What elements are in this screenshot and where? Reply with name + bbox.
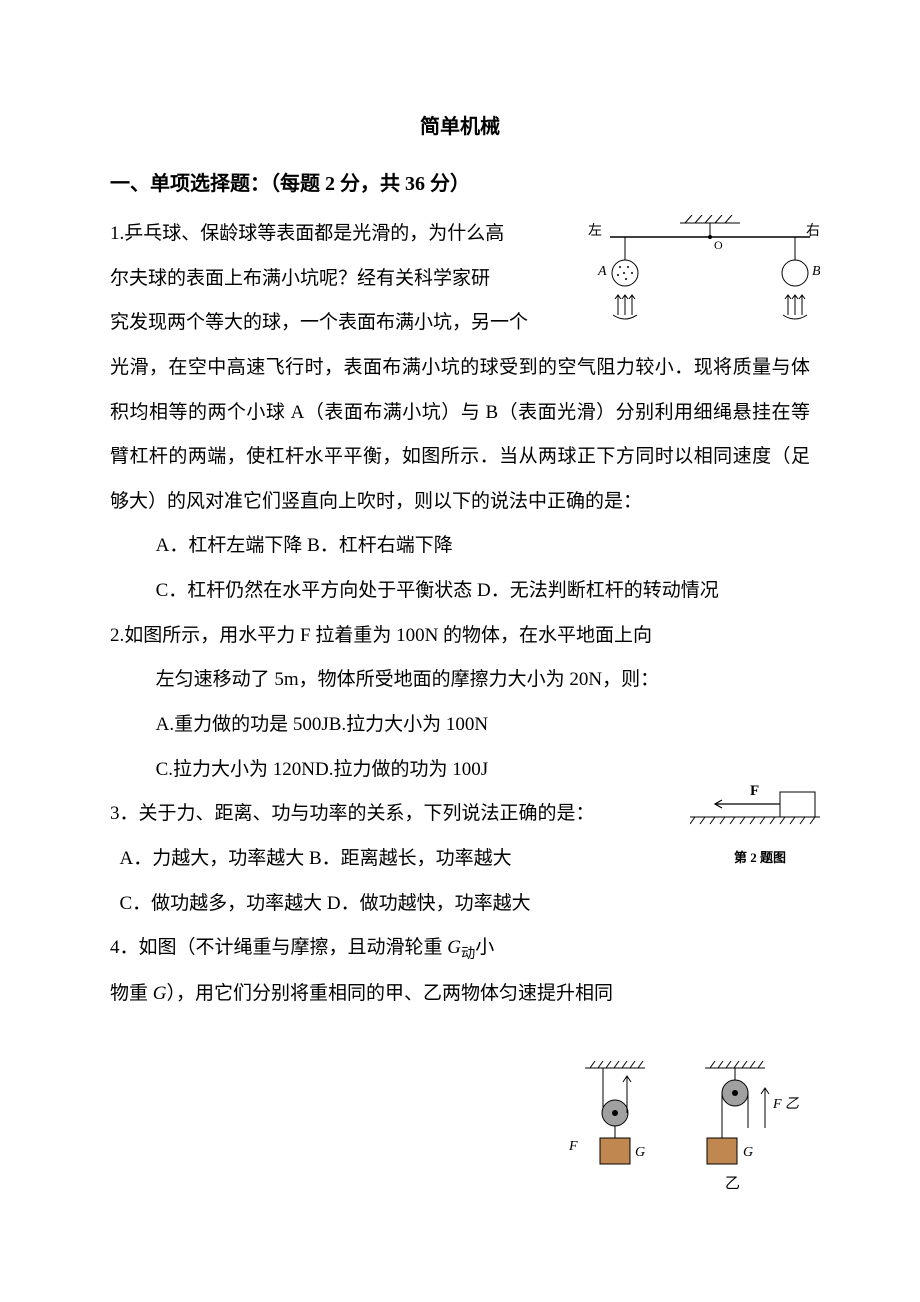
q4-figL-g: G: [635, 1145, 645, 1160]
doc-title: 简单机械: [110, 110, 810, 139]
q4-line1: 4．如图（不计绳重与摩擦，且动滑轮重 G动小: [110, 926, 560, 971]
q1-body: 光滑，在空中高速飞行时，表面布满小坑的球受到的空气阻力较小．现将质量与体积均相等…: [110, 346, 810, 525]
q2-fig-caption: 第 2 题图: [690, 847, 830, 866]
q4-line1b: 小: [475, 937, 494, 958]
q1-fig-o-label: O: [714, 238, 723, 252]
q2-line2: 左匀速移动了 5m，物体所受地面的摩擦力大小为 20N，则：: [110, 658, 810, 703]
q4-figR-g: G: [743, 1145, 753, 1160]
q1-fig-left-label: 左: [588, 223, 602, 239]
section-1-heading: 一、单项选择题：（每题 2 分，共 36 分）: [110, 167, 810, 196]
q3-option-c: C．做功越多，功率越大 D．做功越快，功率越大: [110, 882, 810, 927]
q4-line1a: 4．如图（不计绳重与摩擦，且动滑轮重: [110, 937, 447, 958]
q4-line2b: ），用它们分别将重相同的甲、乙两物体匀速提升相同: [167, 983, 614, 1004]
q4-g2-italic: G: [153, 983, 167, 1004]
q1-option-c: C．杠杆仍然在水平方向处于平衡状态 D．无法判断杠杆的转动情况: [110, 569, 810, 614]
q4-figure-right-pulley: F 乙 G 乙: [695, 1058, 805, 1198]
q2-line1: 2.如图所示，用水平力 F 拉着重为 100N 的物体，在水平地面上向: [110, 614, 810, 659]
page: 简单机械 一、单项选择题：（每题 2 分，共 36 分）: [0, 0, 920, 1302]
q1-fig-a-label: A: [597, 264, 607, 279]
q2-option-a: A.重力做的功是 500JB.拉力大小为 100N: [110, 703, 810, 748]
q1-option-a: A．杠杆左端下降 B．杠杆右端下降: [110, 524, 810, 569]
q4-line2a: 物重: [110, 983, 153, 1004]
q4-figL-f: F: [568, 1139, 578, 1154]
q4-g-sub: 动: [461, 946, 475, 962]
q1-line1: 1.乒乓球、保龄球等表面都是光滑的，为什么高: [110, 212, 570, 257]
q4-line2: 物重 G），用它们分别将重相同的甲、乙两物体匀速提升相同: [110, 972, 810, 1017]
q4-figR-f: F 乙: [772, 1097, 799, 1112]
q1-line3: 究发现两个等大的球，一个表面布满小坑，另一个: [110, 301, 570, 346]
q2-fig-f-label: F: [750, 783, 759, 799]
q1-fig-right-label: 右: [806, 223, 820, 239]
q1-figure: 左 右 O A B: [580, 215, 820, 335]
q4-g-italic: G: [447, 937, 461, 958]
q1-line2: 尔夫球的表面上布满小坑呢？经有关科学家研: [110, 257, 570, 302]
q1-fig-b-label: B: [812, 264, 820, 279]
q4-figure-left-pulley: F G: [565, 1058, 660, 1178]
q4-figR-yi: 乙: [725, 1176, 740, 1192]
q2-figure: F 第 2 题图: [690, 777, 830, 847]
